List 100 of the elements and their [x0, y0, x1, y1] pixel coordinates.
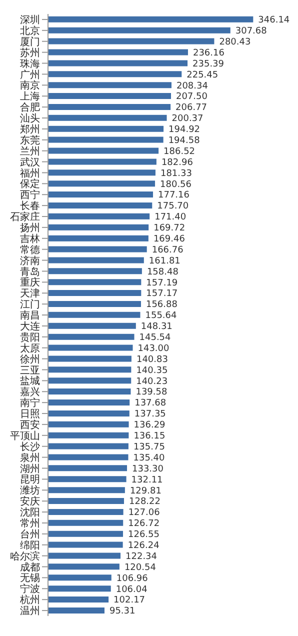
y-tick-label: 南宁 [20, 397, 40, 410]
y-tick-label: 泉州 [20, 452, 40, 464]
y-tick-label: 江门 [20, 298, 40, 311]
y-tick-label: 无锡 [20, 573, 40, 584]
bar [48, 27, 230, 34]
bar [48, 104, 171, 110]
y-tick-label: 徐州 [20, 353, 40, 366]
data-label: 143.00 [138, 344, 170, 354]
y-tick-label: 东莞 [20, 134, 40, 146]
data-label: 102.17 [114, 596, 146, 606]
y-tick-label: 珠海 [20, 58, 40, 70]
bar [48, 93, 171, 100]
bar [48, 126, 164, 132]
data-label: 157.19 [146, 278, 178, 288]
y-tick-label: 长沙 [20, 440, 40, 453]
y-tick-label: 厦门 [20, 36, 40, 48]
y-tick-label: 大连 [20, 320, 40, 332]
bar [48, 82, 172, 88]
y-tick-label: 青岛 [20, 266, 40, 278]
y-tick-label: 扬州 [20, 222, 40, 234]
bar [48, 574, 112, 581]
bar [48, 148, 159, 154]
data-label: 169.72 [154, 224, 186, 234]
data-label: 140.23 [136, 376, 168, 387]
data-label: 128.22 [129, 497, 160, 508]
y-tick-label: 济南 [20, 254, 40, 267]
data-label: 139.58 [136, 388, 168, 398]
data-label: 156.88 [146, 300, 178, 310]
y-tick-label: 宁波 [20, 583, 40, 596]
bar [48, 16, 254, 22]
data-label: 129.81 [130, 486, 162, 496]
data-label: 140.35 [136, 366, 168, 376]
bar [48, 552, 121, 559]
data-label: 158.48 [146, 267, 179, 278]
bar [48, 136, 164, 143]
data-label: 280.43 [219, 37, 251, 48]
data-label: 225.45 [186, 70, 218, 80]
bar [48, 322, 136, 329]
data-label: 155.64 [145, 311, 178, 322]
y-tick-label: 太原 [20, 342, 40, 354]
bar [48, 279, 142, 286]
y-tick-label: 西安 [20, 419, 40, 432]
data-label: 208.34 [176, 81, 208, 92]
y-tick-label: 湖州 [20, 462, 40, 475]
y-tick-label: 成都 [20, 561, 40, 574]
bar [48, 356, 132, 362]
bar [48, 421, 129, 428]
bar [48, 158, 156, 165]
y-tick-label: 杭州 [19, 594, 40, 606]
y-tick-label: 安庆 [20, 496, 40, 508]
data-label: 126.72 [128, 519, 160, 530]
data-label: 132.11 [131, 475, 163, 486]
bar [48, 388, 131, 395]
data-label: 145.54 [139, 333, 172, 344]
y-tick-label: 常德 [20, 244, 40, 256]
bar [48, 366, 132, 373]
y-tick-label: 苏州 [20, 46, 40, 59]
y-tick-label: 哈尔滨 [10, 550, 40, 562]
data-label: 122.34 [126, 552, 158, 562]
bar [48, 454, 128, 460]
data-label: 186.52 [164, 146, 196, 157]
bar [48, 170, 156, 176]
y-tick-label: 合肥 [20, 102, 40, 114]
bar [48, 443, 128, 450]
data-label: 194.58 [168, 136, 200, 146]
data-label: 180.56 [160, 180, 192, 190]
data-label: 126.55 [128, 530, 160, 540]
y-tick-label: 南京 [20, 80, 40, 92]
bar [48, 378, 132, 384]
data-label: 120.54 [124, 562, 156, 573]
bar [48, 60, 188, 66]
bar [48, 213, 150, 220]
data-label: 171.40 [154, 212, 186, 223]
y-tick-label: 重庆 [20, 276, 40, 289]
bar [48, 508, 124, 515]
y-tick-label: 平顶山 [10, 430, 40, 442]
data-label: 135.40 [133, 453, 166, 464]
y-tick-label: 上海 [20, 90, 40, 103]
data-label: 182.96 [161, 158, 194, 168]
data-label: 127.06 [128, 508, 160, 518]
bar [48, 180, 156, 187]
bar [48, 300, 141, 307]
y-tick-label: 西宁 [20, 189, 40, 202]
data-label: 200.37 [172, 114, 204, 124]
data-label: 126.24 [128, 540, 160, 551]
data-label: 194.92 [168, 125, 200, 136]
bar [48, 498, 124, 504]
data-label: 307.68 [235, 26, 268, 37]
y-tick-label: 南昌 [20, 310, 40, 322]
data-label: 346.14 [258, 16, 290, 26]
data-label: 136.15 [134, 432, 166, 442]
data-label: 140.83 [136, 354, 168, 365]
y-tick-label: 吉林 [20, 232, 40, 245]
bar [48, 564, 120, 570]
y-tick-label: 沈阳 [20, 506, 40, 519]
data-label: 157.17 [146, 289, 178, 300]
y-tick-label: 广州 [20, 68, 40, 81]
bar [48, 312, 140, 318]
y-tick-label: 石家庄 [10, 211, 40, 224]
data-label: 95.31 [109, 606, 136, 617]
